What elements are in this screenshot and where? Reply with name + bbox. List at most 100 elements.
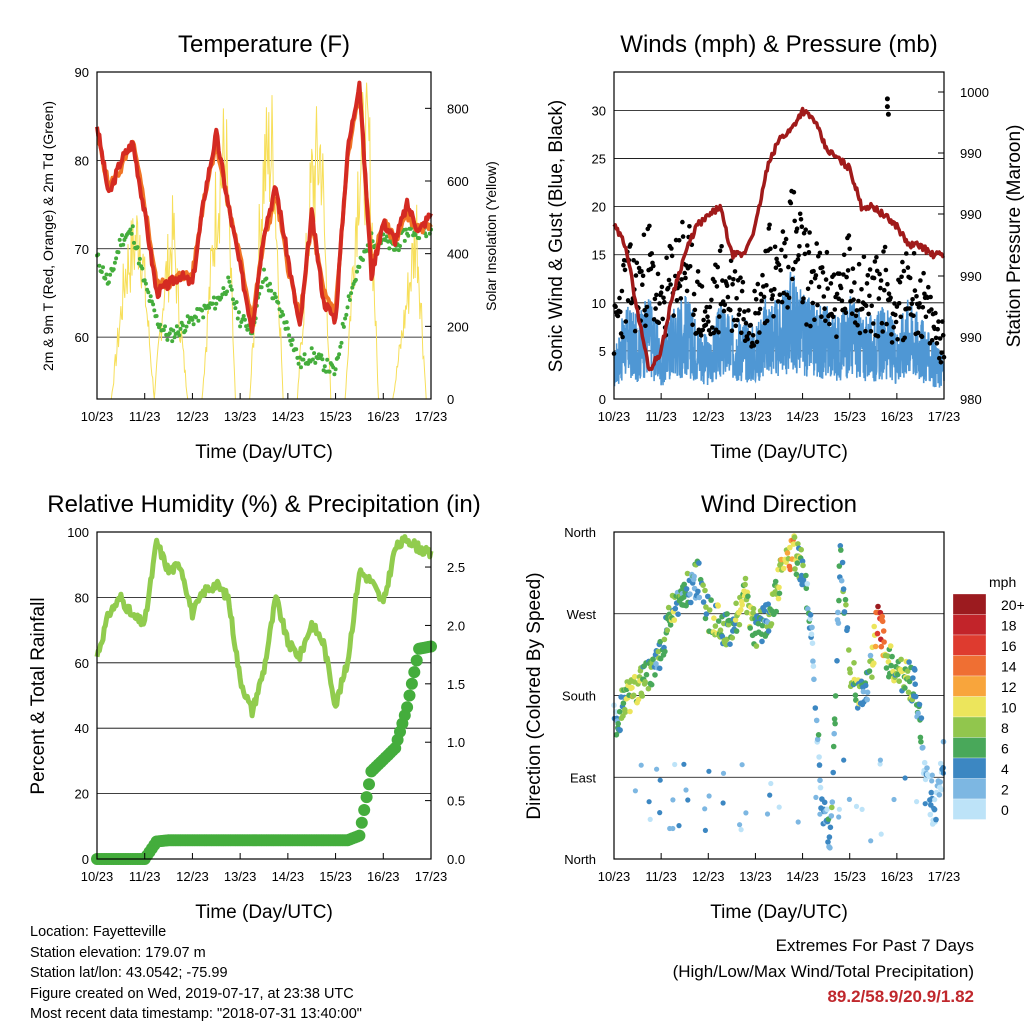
gust-point (677, 283, 683, 289)
direction-point (830, 743, 837, 750)
gust-point (772, 286, 777, 292)
dewpoint-point (211, 295, 216, 300)
direction-point (835, 609, 841, 616)
dewpoint-point (347, 298, 352, 302)
gust-point (883, 267, 889, 273)
dewpoint-point (272, 291, 277, 296)
dir-xtick-label: 16/23 (881, 869, 914, 884)
rh-xlabel: Time (Day/UTC) (195, 902, 333, 923)
wind-xtick-label: 14/23 (786, 409, 819, 424)
direction-point (835, 620, 842, 626)
gust-point (694, 330, 699, 336)
dewpoint-point (136, 261, 141, 266)
dewpoint-point (106, 280, 111, 285)
gust-point (769, 296, 775, 302)
direction-point (696, 560, 702, 566)
gust-point (828, 281, 834, 286)
gust-point (725, 294, 731, 300)
direction-point (684, 570, 691, 577)
gust-point (755, 281, 761, 287)
dewpoint-point (276, 300, 281, 305)
dewpoint-point (111, 267, 116, 272)
gust-point (706, 319, 711, 324)
direction-point (792, 566, 798, 572)
direction-point (691, 573, 697, 580)
dir-ytick-label: West (567, 607, 597, 622)
dewpoint-point (393, 247, 398, 252)
gust-point (619, 288, 625, 294)
gust-point (837, 271, 842, 277)
direction-point (652, 672, 658, 678)
rh-xtick-label: 16/23 (367, 869, 400, 884)
direction-point (831, 716, 838, 722)
wind-xtick-label: 13/23 (739, 409, 772, 424)
legend-unit: mph (989, 574, 1016, 590)
gust-point (724, 283, 730, 289)
dewpoint-point (152, 308, 157, 313)
gust-point (796, 253, 801, 258)
gust-point (882, 287, 887, 293)
legend-label: 8 (1001, 720, 1009, 736)
gust-point (669, 246, 674, 251)
gust-point (839, 298, 845, 304)
direction-point (737, 822, 743, 828)
wind-y2tick-label: 990 (960, 330, 982, 345)
gust-point (880, 329, 885, 334)
gust-point (845, 268, 851, 273)
legend-label: 18 (1001, 618, 1017, 634)
rh-ytick-label: 20 (75, 787, 89, 802)
direction-point (617, 727, 623, 733)
dir-ytick-label: North (564, 852, 596, 867)
gust-point (728, 307, 733, 313)
temp-xtick-label: 14/23 (272, 409, 305, 424)
gust-point (757, 306, 763, 312)
info-elevation: Station elevation: 179.07 m (30, 944, 206, 961)
direction-point (657, 810, 663, 816)
gust-point (701, 317, 706, 323)
dewpoint-point (357, 265, 362, 269)
direction-point (687, 591, 693, 597)
dewpoint-point (210, 301, 215, 306)
dir-title: Wind Direction (701, 491, 857, 518)
gust-point (933, 335, 939, 341)
gust-point (905, 265, 911, 270)
wind-ytick-label: 15 (592, 248, 606, 263)
direction-point (767, 792, 773, 798)
gust-point (851, 297, 856, 303)
info-latlon: Station lat/lon: 43.0542; -75.99 (30, 965, 228, 981)
dewpoint-point (339, 340, 344, 345)
rainfall-point (353, 829, 366, 842)
direction-point (812, 705, 819, 711)
gust-point (802, 251, 808, 257)
legend-label: 0 (1001, 802, 1009, 818)
dewpoint-point (312, 351, 317, 356)
direction-point (672, 605, 679, 612)
gust-point (642, 308, 647, 313)
direction-point (715, 618, 722, 624)
dewpoint-point (287, 333, 292, 338)
gust-point (625, 298, 631, 303)
direction-point (665, 604, 672, 611)
dewpoint-point (309, 346, 314, 351)
extremes-title: Extremes For Past 7 Days (775, 936, 974, 955)
direction-point (700, 582, 706, 588)
temp-xtick-label: 13/23 (224, 409, 257, 424)
dewpoint-point (228, 284, 233, 289)
direction-point (708, 597, 714, 603)
gust-point (937, 355, 942, 361)
dewpoint-point (386, 239, 391, 244)
direction-point (821, 799, 828, 806)
direction-point (838, 577, 845, 584)
gust-point (700, 327, 706, 333)
dewpoint-point (353, 277, 358, 282)
direction-point (814, 736, 821, 743)
gust-point (886, 291, 892, 297)
direction-point (790, 541, 797, 547)
gust-point (852, 280, 857, 285)
gust-point (722, 302, 728, 308)
direction-point (650, 656, 656, 662)
gust-point (907, 306, 912, 311)
direction-point (912, 681, 918, 687)
gust-point (719, 244, 724, 249)
gust-point (676, 238, 682, 243)
